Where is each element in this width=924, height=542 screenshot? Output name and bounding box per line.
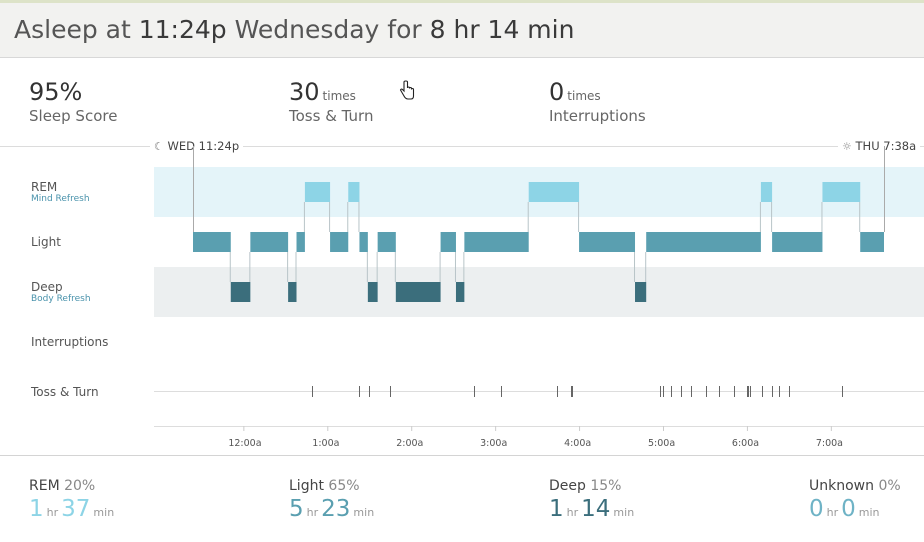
light-segment [250, 232, 289, 252]
rem-row-label: REM [31, 180, 58, 194]
deep-segment [395, 282, 441, 302]
light-segment [772, 232, 823, 252]
sleep-score-label: Sleep Score [29, 107, 118, 125]
min-unit: min [613, 506, 635, 519]
toss-turn-label: Toss & Turn [289, 107, 374, 125]
hour-tick-label: 2:00a [396, 438, 424, 449]
rem-row-sublabel: Mind Refresh [31, 194, 90, 204]
timeline-top-rule [0, 146, 924, 147]
hour-tick-label: 1:00a [312, 438, 340, 449]
toss-turn-stat: 30 times Toss & Turn [289, 78, 373, 125]
title-sleep-time: 11:24p [138, 15, 227, 44]
light-segment [377, 232, 396, 252]
toss-turn-value: 30 [289, 78, 320, 106]
rem-segment [304, 182, 331, 202]
light-segment [579, 232, 636, 252]
rem-segment [760, 182, 773, 202]
interruptions-unit: times [567, 89, 601, 103]
light-row-label: Light [31, 235, 61, 249]
min-unit: min [353, 506, 375, 519]
end-time-label: THU 7:38a [855, 139, 917, 153]
summary-rem: REM 20% 1 hr 37 min [29, 478, 117, 522]
sun-icon: ☼ [842, 140, 852, 153]
hr-unit: hr [826, 506, 839, 519]
summary-rem-name: REM [29, 478, 60, 494]
page-header: Asleep at 11:24p Wednesday for 8 hr 14 m… [0, 3, 924, 58]
summary-unknown-minutes: 0 [841, 496, 856, 522]
summary-rem-minutes: 37 [61, 496, 91, 522]
summary-deep-pct: 15% [590, 478, 622, 494]
hour-tick-label: 7:00a [815, 438, 843, 449]
sleep-stage-chart [154, 146, 924, 431]
end-time-marker: ☼ THU 7:38a [838, 139, 921, 153]
hour-tick-label: 5:00a [647, 438, 676, 449]
interruptions-row-label: Interruptions [31, 335, 109, 349]
summary-unknown-name: Unknown [809, 478, 874, 494]
interruptions-value: 0 [549, 78, 565, 106]
min-unit: min [93, 506, 115, 519]
hour-tick-label: 12:00a [228, 438, 262, 449]
top-accent-line [0, 0, 924, 3]
summary-deep-minutes: 14 [581, 496, 611, 522]
start-time-marker: ☾ WED 11:24p [150, 139, 244, 153]
summary-unknown-hours: 0 [809, 496, 824, 522]
hr-unit: hr [566, 506, 579, 519]
interruptions-label: Interruptions [549, 107, 646, 125]
sleep-summary-title: Asleep at 11:24p Wednesday for 8 hr 14 m… [14, 15, 574, 44]
rem-segment [822, 182, 861, 202]
light-segment [330, 232, 349, 252]
min-unit: min [858, 506, 880, 519]
hr-unit: hr [306, 506, 319, 519]
title-middle: Wednesday for [226, 15, 430, 44]
summary-light: Light 65% 5 hr 23 min [289, 478, 377, 522]
light-segment [359, 232, 368, 252]
rem-segment [528, 182, 580, 202]
moon-icon: ☾ [154, 140, 164, 153]
light-segment [464, 232, 529, 252]
hr-unit: hr [46, 506, 59, 519]
deep-segment [635, 282, 647, 302]
toss-turn-row-label: Toss & Turn [31, 385, 99, 399]
deep-row-label: Deep [31, 280, 63, 294]
summary-rem-hours: 1 [29, 496, 44, 522]
deep-segment [230, 282, 251, 302]
summary-rem-pct: 20% [64, 478, 96, 494]
hour-tick-label: 4:00a [564, 438, 592, 449]
deep-segment [367, 282, 378, 302]
sleep-score-value: 95% [29, 78, 83, 106]
summary-light-pct: 65% [328, 478, 360, 494]
start-time-label: WED 11:24p [167, 139, 240, 153]
summary-light-name: Light [289, 478, 324, 494]
hour-tick-label: 6:00a [731, 438, 760, 449]
summary-deep: Deep 15% 1 hr 14 min [549, 478, 637, 522]
summary-light-hours: 5 [289, 496, 304, 522]
light-segment [860, 232, 884, 252]
summary-divider [0, 455, 924, 456]
light-segment [646, 232, 761, 252]
toss-turn-unit: times [322, 89, 356, 103]
light-segment [440, 232, 456, 252]
deep-row-sublabel: Body Refresh [31, 294, 91, 304]
hour-tick-label: 3:00a [480, 438, 508, 449]
light-segment [193, 232, 231, 252]
sleep-score-stat: 95% Sleep Score [29, 78, 117, 125]
summary-unknown-pct: 0% [878, 478, 901, 494]
hand-cursor-icon [399, 80, 415, 100]
deep-segment [455, 282, 465, 302]
summary-unknown: Unknown 0% 0 hr 0 min [809, 478, 901, 522]
interruptions-stat: 0 times Interruptions [549, 78, 646, 125]
summary-deep-name: Deep [549, 478, 586, 494]
title-duration: 8 hr 14 min [429, 15, 575, 44]
deep-row-band [154, 267, 924, 317]
rem-segment [348, 182, 360, 202]
light-segment [296, 232, 305, 252]
deep-segment [288, 282, 297, 302]
title-prefix: Asleep at [14, 15, 139, 44]
summary-deep-hours: 1 [549, 496, 564, 522]
summary-light-minutes: 23 [321, 496, 351, 522]
